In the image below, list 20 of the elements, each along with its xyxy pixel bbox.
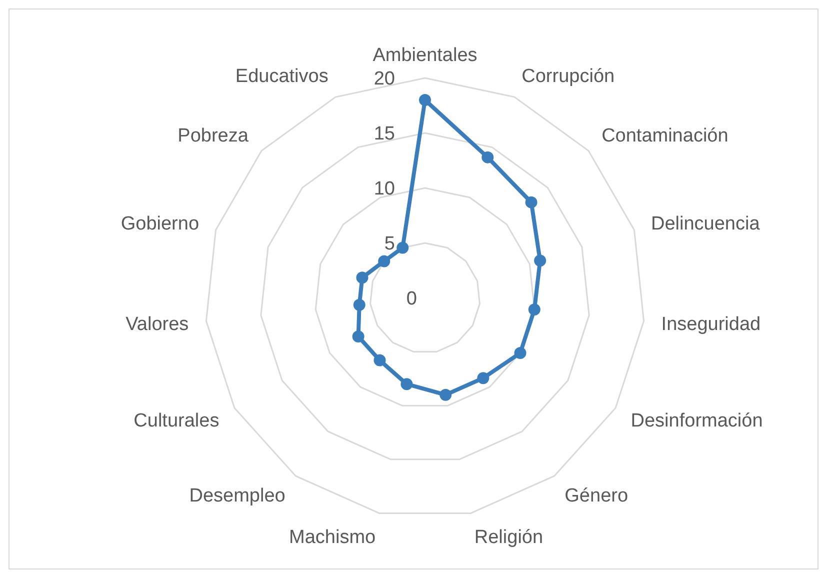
y-tick-label: 0 <box>406 288 417 310</box>
spoke-label: Contaminación <box>602 126 728 147</box>
spoke-label: Pobreza <box>178 126 249 147</box>
spoke-label: Religión <box>474 526 544 548</box>
y-tick-label: 10 <box>374 178 395 200</box>
spoke-label: Corrupción <box>522 66 615 88</box>
spoke-label: Desempleo <box>189 486 286 507</box>
spoke-label: Valores <box>126 314 189 336</box>
spoke-label: Género <box>564 486 628 507</box>
y-tick-label: 20 <box>374 68 395 90</box>
spoke-label: Ambientales <box>372 45 478 66</box>
y-tick-label: 15 <box>374 124 395 145</box>
spoke-label: Desinformación <box>630 410 763 432</box>
spoke-label: Gobierno <box>120 213 200 234</box>
spoke-label: Machismo <box>289 526 376 548</box>
spoke-label: Educativos <box>235 66 328 88</box>
y-tick-label: 5 <box>384 234 395 255</box>
spoke-label: Inseguridad <box>661 314 761 336</box>
spoke-label: Delincuencia <box>650 213 760 234</box>
spoke-label: Culturales <box>134 410 220 432</box>
